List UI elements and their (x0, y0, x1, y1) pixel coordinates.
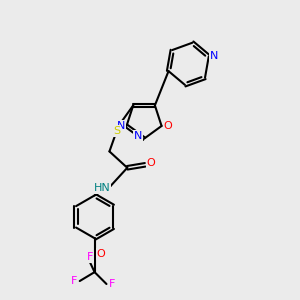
Text: F: F (109, 279, 115, 289)
Text: F: F (71, 276, 78, 286)
Text: S: S (113, 126, 120, 136)
Text: F: F (87, 252, 93, 262)
Text: O: O (164, 121, 172, 131)
Text: HN: HN (94, 183, 110, 193)
Text: N: N (134, 131, 142, 141)
Text: O: O (147, 158, 155, 168)
Text: N: N (116, 121, 125, 131)
Text: O: O (97, 249, 106, 259)
Text: N: N (210, 52, 218, 61)
